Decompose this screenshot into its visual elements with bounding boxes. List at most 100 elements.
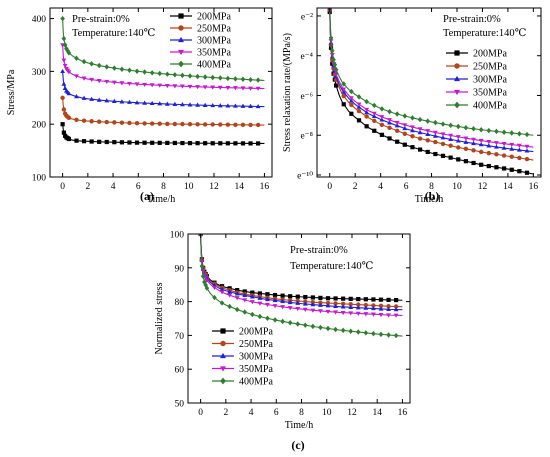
panel-a-point-350MPa-12 bbox=[119, 81, 125, 86]
panel-a-point-300MPa-11 bbox=[111, 98, 117, 103]
panel-a-point-200MPa-14 bbox=[134, 140, 140, 145]
panel-b-point-300MPa-17 bbox=[425, 131, 431, 137]
panel-c-point-300MPa-20 bbox=[318, 302, 323, 307]
panel-b-point-300MPa-21 bbox=[455, 138, 461, 143]
panel-b-point-200MPa-11 bbox=[379, 132, 385, 137]
panel-c-point-200MPa-15 bbox=[280, 293, 285, 298]
panel-b-point-200MPa-7 bbox=[349, 111, 354, 116]
panel-b-point-250MPa-11 bbox=[379, 122, 385, 128]
panel-b-point-300MPa-10 bbox=[371, 113, 377, 119]
panel-a-point-250MPa-14 bbox=[134, 120, 140, 126]
panel-b-point-350MPa-6 bbox=[341, 87, 347, 92]
panel-a-point-350MPa-11 bbox=[111, 80, 117, 85]
panel-a-point-300MPa-27 bbox=[233, 103, 238, 108]
panel-c-y-axis-label: Normalized stress bbox=[154, 282, 165, 354]
panel-b-point-350MPa-16 bbox=[417, 127, 423, 132]
panel-b-point-250MPa-24 bbox=[478, 149, 484, 155]
panel-c-point-350MPa-13 bbox=[265, 302, 270, 308]
panel-a-point-400MPa-24 bbox=[210, 74, 216, 81]
panel-b-point-350MPa-9 bbox=[364, 107, 370, 113]
panel-a-point-250MPa-9 bbox=[96, 119, 102, 124]
panel-b-point-350MPa-2 bbox=[329, 53, 335, 58]
panel-b-point-250MPa-26 bbox=[494, 152, 499, 157]
panel-c-point-400MPa-6 bbox=[212, 294, 217, 301]
panel-a-point-200MPa-16 bbox=[150, 140, 155, 145]
panel-a-point-200MPa-10 bbox=[104, 139, 109, 145]
panel-c-point-250MPa-26 bbox=[363, 302, 369, 308]
panel-a-point-350MPa-18 bbox=[164, 83, 170, 89]
panel-b-legend-marker-300MPa bbox=[454, 75, 460, 82]
panel-b-point-200MPa-15 bbox=[410, 145, 415, 150]
panel-c-x-tick-label: 0 bbox=[198, 408, 203, 418]
panel-c-point-300MPa-25 bbox=[355, 305, 361, 310]
panel-b-legend-label-300MPa: 300MPa bbox=[473, 75, 507, 86]
panel-b-point-300MPa-6 bbox=[341, 89, 347, 94]
panel-a-point-350MPa-21 bbox=[187, 84, 193, 90]
panel-a-x-tick-label: 14 bbox=[234, 182, 244, 192]
panel-b-point-350MPa-17 bbox=[425, 129, 431, 134]
panel-a-legend-label-400MPa: 400MPa bbox=[197, 60, 231, 71]
panel-b-x-tick-label: 0 bbox=[327, 182, 332, 192]
panel-c-point-400MPa-25 bbox=[355, 329, 361, 335]
panel-a-point-200MPa-1 bbox=[61, 130, 66, 135]
panel-b-point-350MPa-23 bbox=[471, 137, 476, 142]
panel-b-x-tick-label: 10 bbox=[452, 182, 462, 192]
panel-c-point-350MPa-24 bbox=[348, 311, 354, 316]
panel-b-x-tick-label: 14 bbox=[503, 182, 513, 192]
panel-a-point-350MPa-25 bbox=[217, 85, 223, 90]
panel-c-point-350MPa-23 bbox=[340, 310, 346, 316]
panel-b-point-350MPa-12 bbox=[387, 118, 392, 123]
panel-b-point-200MPa-19 bbox=[440, 153, 446, 158]
panel-b: (b) Pre-strain:0% Temperature:140℃ 0 2 4 6 8… bbox=[282, 7, 542, 205]
panel-b-x-tick-label: 12 bbox=[478, 182, 488, 192]
panel-a-legend-label-350MPa: 350MPa bbox=[197, 48, 231, 59]
panel-a-point-300MPa-6 bbox=[74, 93, 79, 99]
panel-c-point-300MPa-30 bbox=[393, 307, 399, 312]
panel-a-x-tick-label: 2 bbox=[85, 182, 90, 192]
panel-b-y-tick-label: e⁻⁴ bbox=[300, 52, 313, 62]
panel-c-y-tick-label: 90 bbox=[175, 264, 185, 274]
panel-b-point-400MPa-17 bbox=[425, 118, 431, 124]
panel-b-point-350MPa-5 bbox=[333, 72, 339, 78]
panel-b-point-200MPa-5 bbox=[333, 83, 339, 88]
panel-c-point-300MPa-11 bbox=[249, 294, 255, 299]
panel-c-point-300MPa-26 bbox=[363, 305, 369, 310]
panel-b-point-250MPa-27 bbox=[501, 153, 507, 158]
panel-b-legend-marker-400MPa bbox=[454, 101, 460, 109]
panel-a-point-250MPa-13 bbox=[127, 120, 132, 126]
panel-b-point-350MPa-11 bbox=[379, 115, 385, 120]
panel-a-point-300MPa-20 bbox=[180, 102, 185, 107]
panel-c-point-350MPa-11 bbox=[249, 300, 255, 305]
panel-a-point-200MPa-23 bbox=[203, 141, 208, 146]
panel-c-point-300MPa-24 bbox=[348, 304, 354, 309]
panel-a-point-300MPa-23 bbox=[202, 102, 208, 107]
panel-b-point-400MPa-5 bbox=[333, 66, 339, 73]
panel-a-legend-label-200MPa: 200MPa bbox=[197, 12, 231, 23]
panel-b-point-250MPa-22 bbox=[463, 146, 469, 152]
panel-b-point-400MPa-9 bbox=[364, 98, 369, 105]
panel-b-point-400MPa-10 bbox=[371, 102, 377, 109]
panel-a-point-300MPa-25 bbox=[217, 103, 223, 108]
panel-a-point-200MPa-21 bbox=[187, 141, 193, 146]
panel-c-point-300MPa-13 bbox=[265, 296, 270, 302]
panel-a-point-400MPa-1 bbox=[61, 35, 67, 42]
panel-c-point-400MPa-13 bbox=[265, 315, 270, 322]
panel-c-x-tick-label: 14 bbox=[372, 408, 382, 418]
panel-a-point-250MPa-16 bbox=[149, 121, 155, 126]
panel-a-point-300MPa-5 bbox=[66, 91, 72, 96]
panel-a-point-250MPa-21 bbox=[187, 121, 193, 127]
panel-b-x-tick-label: 16 bbox=[529, 182, 539, 192]
panel-b-point-250MPa-15 bbox=[410, 134, 415, 139]
panel-a-point-250MPa-24 bbox=[210, 122, 215, 127]
panel-a-point-300MPa-22 bbox=[195, 102, 200, 107]
panel-b-legend-marker-200MPa bbox=[454, 50, 460, 56]
panel-b-point-400MPa-29 bbox=[517, 131, 522, 137]
panel-a-point-200MPa-25 bbox=[218, 141, 223, 146]
panel-c-point-200MPa-19 bbox=[310, 295, 315, 300]
panel-b-point-350MPa-20 bbox=[448, 133, 454, 138]
panel-a-point-250MPa-28 bbox=[240, 122, 246, 128]
panel-a-point-200MPa-12 bbox=[119, 140, 124, 145]
panel-a-legend-label-300MPa: 300MPa bbox=[197, 36, 231, 47]
panel-b-point-300MPa-26 bbox=[494, 144, 499, 149]
